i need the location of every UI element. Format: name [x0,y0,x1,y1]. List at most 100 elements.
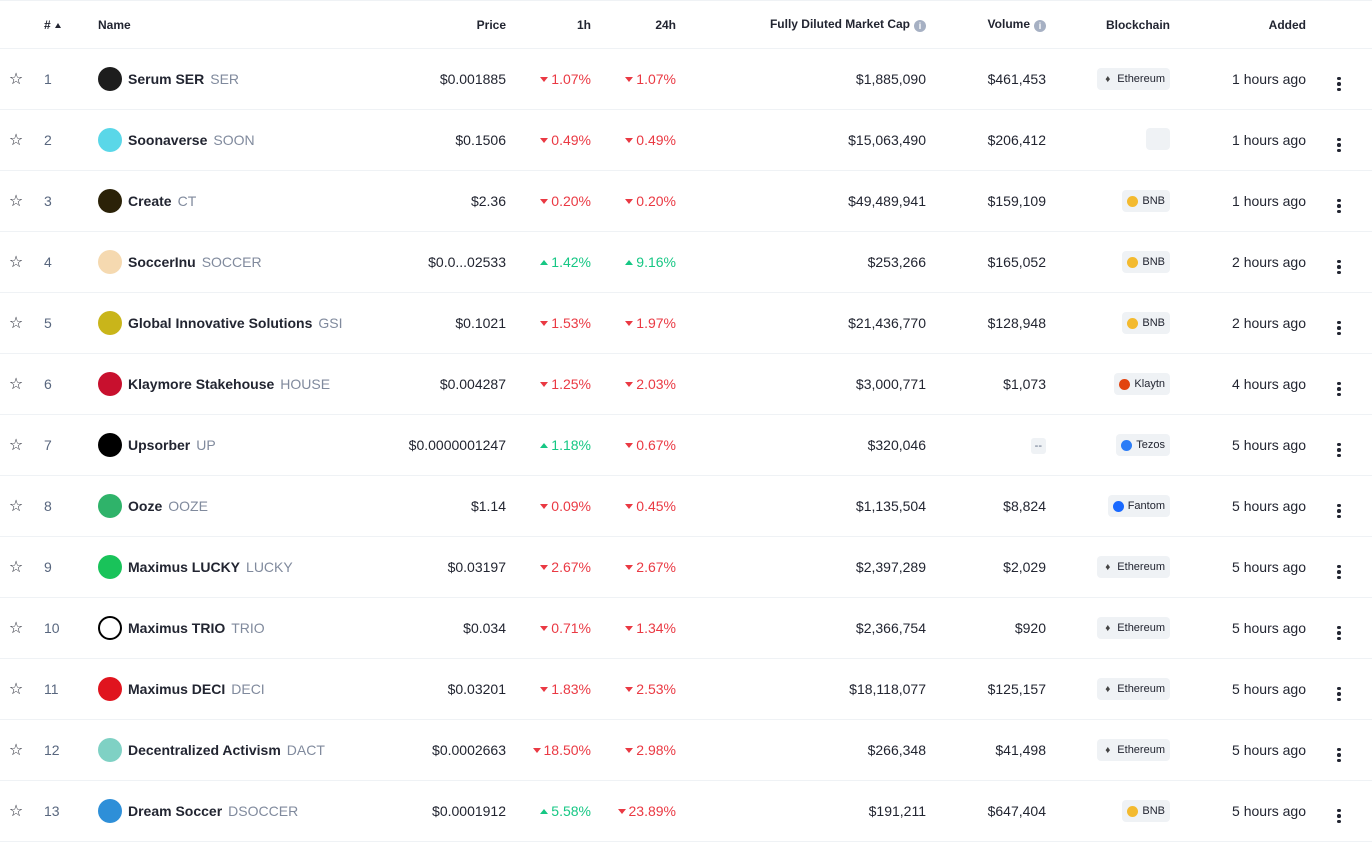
caret-down-icon [625,443,634,448]
caret-down-icon [540,77,549,82]
more-vertical-icon[interactable] [1337,442,1341,457]
change-1h: 18.50% [532,742,591,758]
more-vertical-icon[interactable] [1337,686,1341,701]
rank-number: 9 [44,559,52,575]
header-added-label: Added [1268,17,1306,32]
table-row[interactable]: ☆ 1 Serum SER SER $0.001885 1.07% 1.07% … [0,49,1372,110]
header-added[interactable]: Added [1170,1,1306,49]
table-row[interactable]: ☆ 2 Soonaverse SOON $0.1506 0.49% 0.49% … [0,110,1372,171]
caret-down-icon [540,138,549,143]
coin-name-link[interactable]: Decentralized Activism DACT [98,738,346,762]
info-icon[interactable]: i [914,20,926,32]
more-vertical-icon[interactable] [1337,381,1341,396]
header-price[interactable]: Price [346,1,506,49]
table-row[interactable]: ☆ 11 Maximus DECI DECI $0.03201 1.83% 2.… [0,659,1372,720]
coin-name-link[interactable]: Klaymore Stakehouse HOUSE [98,372,346,396]
header-rank[interactable]: # [32,1,94,49]
more-vertical-icon[interactable] [1337,259,1341,274]
header-24h[interactable]: 24h [591,1,676,49]
star-icon[interactable]: ☆ [8,376,24,393]
coin-name-link[interactable]: SoccerInu SOCCER [98,250,346,274]
caret-down-icon [625,748,634,753]
coin-name-link[interactable]: Global Innovative Solutions GSI [98,311,346,335]
caret-down-icon [625,199,634,204]
coin-name-link[interactable]: Ooze OOZE [98,494,346,518]
klaytn-icon [1119,378,1131,390]
bnb-icon [1127,317,1139,329]
table-row[interactable]: ☆ 4 SoccerInu SOCCER $0.0...02533 1.42% … [0,232,1372,293]
header-rank-label: # [44,17,51,32]
rank-number: 13 [44,803,60,819]
table-row[interactable]: ☆ 12 Decentralized Activism DACT $0.0002… [0,720,1372,781]
table-row[interactable]: ☆ 9 Maximus LUCKY LUCKY $0.03197 2.67% 2… [0,537,1372,598]
caret-up-icon [625,260,634,265]
added-time: 1 hours ago [1232,71,1306,87]
change-24h: 2.67% [625,559,676,575]
more-vertical-icon[interactable] [1337,564,1341,579]
coin-name-link[interactable]: Create CT [98,189,346,213]
more-vertical-icon[interactable] [1337,198,1341,213]
star-icon[interactable]: ☆ [8,742,24,759]
caret-up-icon [540,260,549,265]
star-icon[interactable]: ☆ [8,315,24,332]
blockchain-badge: BNB [1122,190,1170,212]
info-icon[interactable]: i [1034,20,1046,32]
coin-name-link[interactable]: Serum SER SER [98,67,346,91]
more-vertical-icon[interactable] [1337,625,1341,640]
market-cap: $18,118,077 [849,681,926,697]
change-1h: 1.25% [540,376,591,392]
change-value: 1.25% [551,376,591,392]
table-row[interactable]: ☆ 13 Dream Soccer DSOCCER $0.0001912 5.5… [0,781,1372,842]
header-volume[interactable]: Volume i [926,1,1046,49]
star-icon[interactable]: ☆ [8,254,24,271]
market-cap: $320,046 [867,437,926,453]
coin-name-link[interactable]: Maximus TRIO TRIO [98,616,346,640]
change-1h: 0.20% [540,193,591,209]
star-icon[interactable]: ☆ [8,559,24,576]
star-icon[interactable]: ☆ [8,437,24,454]
more-vertical-icon[interactable] [1337,747,1341,762]
star-icon[interactable]: ☆ [8,803,24,820]
star-icon[interactable]: ☆ [8,132,24,149]
coin-name-link[interactable]: Soonaverse SOON [98,128,346,152]
coin-symbol: SER [210,71,240,87]
more-vertical-icon[interactable] [1337,503,1341,518]
star-icon[interactable]: ☆ [8,620,24,637]
header-market-cap[interactable]: Fully Diluted Market Cap i [676,1,926,49]
volume: $2,029 [1003,559,1046,575]
header-name[interactable]: Name [94,1,346,49]
volume: $159,109 [987,193,1046,209]
market-cap: $15,063,490 [848,132,926,148]
coin-name: SoccerInu [128,254,196,270]
star-icon[interactable]: ☆ [8,193,24,210]
dact-icon [98,738,122,762]
table-row[interactable]: ☆ 7 Upsorber UP $0.0000001247 1.18% 0.67… [0,415,1372,476]
star-icon[interactable]: ☆ [8,71,24,88]
table-row[interactable]: ☆ 6 Klaymore Stakehouse HOUSE $0.004287 … [0,354,1372,415]
more-vertical-icon[interactable] [1337,320,1341,335]
added-time: 5 hours ago [1232,742,1306,758]
rank-number: 5 [44,315,52,331]
star-icon[interactable]: ☆ [8,498,24,515]
table-row[interactable]: ☆ 8 Ooze OOZE $1.14 0.09% 0.45% $1,135,5… [0,476,1372,537]
added-time: 5 hours ago [1232,437,1306,453]
coin-name-link[interactable]: Maximus DECI DECI [98,677,346,701]
coin-name-link[interactable]: Upsorber UP [98,433,346,457]
change-value: 2.03% [636,376,676,392]
table-row[interactable]: ☆ 3 Create CT $2.36 0.20% 0.20% $49,489,… [0,171,1372,232]
star-icon[interactable]: ☆ [8,681,24,698]
coin-symbol: LUCKY [246,559,293,575]
more-vertical-icon[interactable] [1337,808,1341,823]
coin-name-link[interactable]: Dream Soccer DSOCCER [98,799,346,823]
coin-name-link[interactable]: Maximus LUCKY LUCKY [98,555,346,579]
caret-down-icon [540,199,549,204]
table-row[interactable]: ☆ 10 Maximus TRIO TRIO $0.034 0.71% 1.34… [0,598,1372,659]
more-vertical-icon[interactable] [1337,76,1341,91]
more-vertical-icon[interactable] [1337,137,1341,152]
caret-down-icon [540,382,549,387]
header-1h[interactable]: 1h [506,1,591,49]
caret-down-icon [625,77,634,82]
table-row[interactable]: ☆ 5 Global Innovative Solutions GSI $0.1… [0,293,1372,354]
market-cap: $266,348 [867,742,926,758]
caret-down-icon [625,626,634,631]
